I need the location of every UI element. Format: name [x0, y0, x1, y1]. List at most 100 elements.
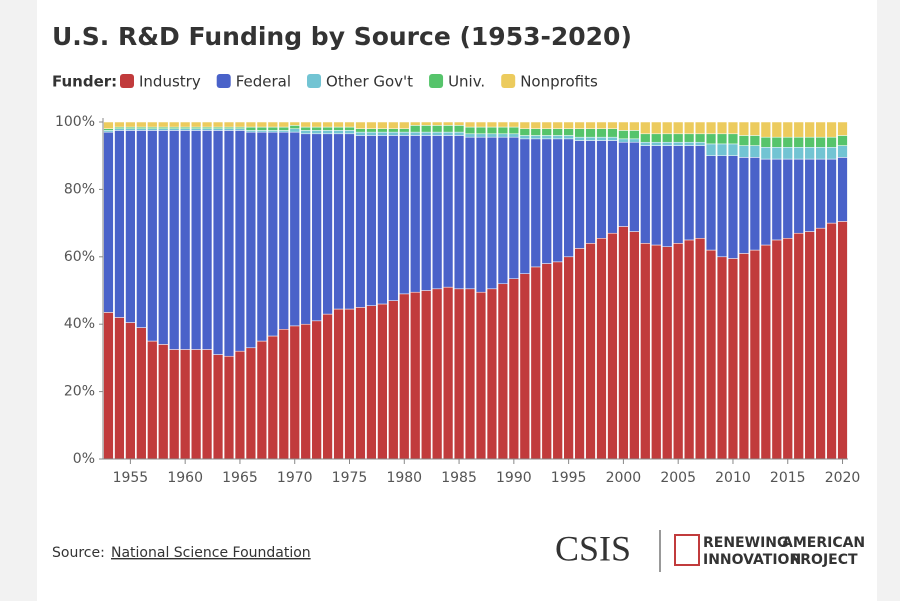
- bar-segment: [289, 131, 300, 327]
- bar-segment: [355, 135, 366, 308]
- bar-segment: [158, 126, 169, 129]
- bar-segment: [344, 133, 355, 310]
- bar-segment: [826, 158, 837, 224]
- x-tick-label: 2000: [606, 470, 642, 486]
- bar-segment: [508, 121, 519, 128]
- bar-segment: [180, 128, 191, 131]
- legend-label: Federal: [236, 73, 291, 91]
- bar-segment: [727, 258, 739, 460]
- bar-segment: [190, 126, 202, 129]
- bar-segment: [278, 126, 289, 131]
- bar-segment: [793, 147, 804, 160]
- bar-segment: [673, 145, 684, 244]
- x-tick-label: 1990: [496, 470, 532, 486]
- bar-segment: [399, 131, 410, 136]
- bar-segment: [475, 121, 487, 128]
- x-tick-label: 1980: [386, 470, 422, 486]
- bar-segment: [673, 243, 684, 460]
- x-tick-label: 1965: [222, 470, 258, 486]
- bar-segment: [793, 232, 804, 460]
- bar-segment: [333, 133, 344, 310]
- bar-segment: [366, 131, 377, 136]
- bar-segment: [629, 141, 640, 232]
- bar-segment: [245, 131, 257, 349]
- legend-swatch: [307, 74, 322, 88]
- bar-segment: [508, 126, 519, 135]
- bar-segment: [300, 121, 311, 128]
- bar-segment: [311, 320, 322, 460]
- bar-segment: [114, 121, 125, 128]
- bar-segment: [234, 121, 246, 128]
- bar-segment: [322, 126, 333, 131]
- bar-segment: [771, 121, 782, 138]
- bar-segment: [388, 131, 399, 136]
- bar-segment: [366, 135, 377, 306]
- bar-segment: [245, 121, 257, 128]
- bar-segment: [705, 121, 717, 135]
- bar-segment: [607, 136, 618, 141]
- bar-segment: [530, 138, 541, 268]
- bar-segment: [267, 131, 278, 337]
- bar-segment: [541, 135, 552, 140]
- bar-segment: [366, 121, 377, 129]
- legend-swatch: [501, 74, 516, 88]
- bar-segment: [738, 157, 750, 254]
- bar-segment: [530, 266, 541, 460]
- bar-segment: [738, 145, 750, 158]
- bar-segment: [673, 121, 684, 135]
- legend-label: Industry: [139, 73, 201, 91]
- bar-segment: [782, 121, 793, 138]
- bar-segment: [201, 349, 213, 460]
- bar-segment: [662, 133, 673, 143]
- bar-segment: [519, 273, 530, 460]
- bar-segment: [278, 121, 289, 128]
- bar-segment: [322, 133, 333, 315]
- bar-segment: [180, 130, 191, 350]
- bar-segment: [651, 133, 662, 143]
- bar-segment: [344, 130, 355, 135]
- bar-segment: [421, 125, 432, 133]
- source-label: Source:: [52, 545, 105, 561]
- bar-segment: [815, 136, 826, 148]
- bar-segment: [442, 125, 454, 133]
- bar-segment: [223, 126, 235, 129]
- bar-segment: [607, 232, 618, 460]
- bar-segment: [289, 121, 300, 126]
- bar-segment: [563, 138, 574, 258]
- bar-segment: [158, 130, 169, 345]
- bar-segment: [180, 126, 191, 129]
- bar-segment: [497, 283, 509, 460]
- bar-segment: [432, 135, 443, 290]
- bar-segment: [749, 135, 761, 146]
- bar-segment: [410, 125, 421, 133]
- bar-segment: [596, 128, 607, 138]
- bar-segment: [464, 126, 476, 135]
- bar-segment: [618, 121, 629, 131]
- bar-segment: [234, 130, 246, 352]
- bar-segment: [574, 140, 585, 249]
- bar-segment: [169, 126, 180, 129]
- bar-segment: [673, 141, 684, 146]
- bar-segment: [727, 143, 739, 156]
- bar-segment: [377, 128, 388, 133]
- source-link[interactable]: National Science Foundation: [111, 545, 311, 561]
- bar-segment: [421, 131, 432, 136]
- bar-segment: [815, 147, 826, 160]
- bar-segment: [355, 131, 366, 136]
- bar-segment: [333, 130, 344, 135]
- bar-segment: [749, 157, 761, 251]
- bar-segment: [344, 308, 355, 460]
- bar-segment: [793, 158, 804, 234]
- bar-segment: [497, 133, 509, 138]
- bar-segment: [749, 145, 761, 158]
- legend-swatch: [216, 74, 231, 88]
- bar-segment: [377, 131, 388, 136]
- bar-segment: [355, 307, 366, 460]
- bar-segment: [585, 140, 596, 244]
- bar-segment: [300, 130, 311, 135]
- bar-segment: [245, 130, 257, 133]
- logo-icon: [674, 534, 700, 566]
- bar-segment: [508, 133, 519, 138]
- bar-segment: [640, 145, 651, 244]
- bar-segment: [552, 261, 563, 460]
